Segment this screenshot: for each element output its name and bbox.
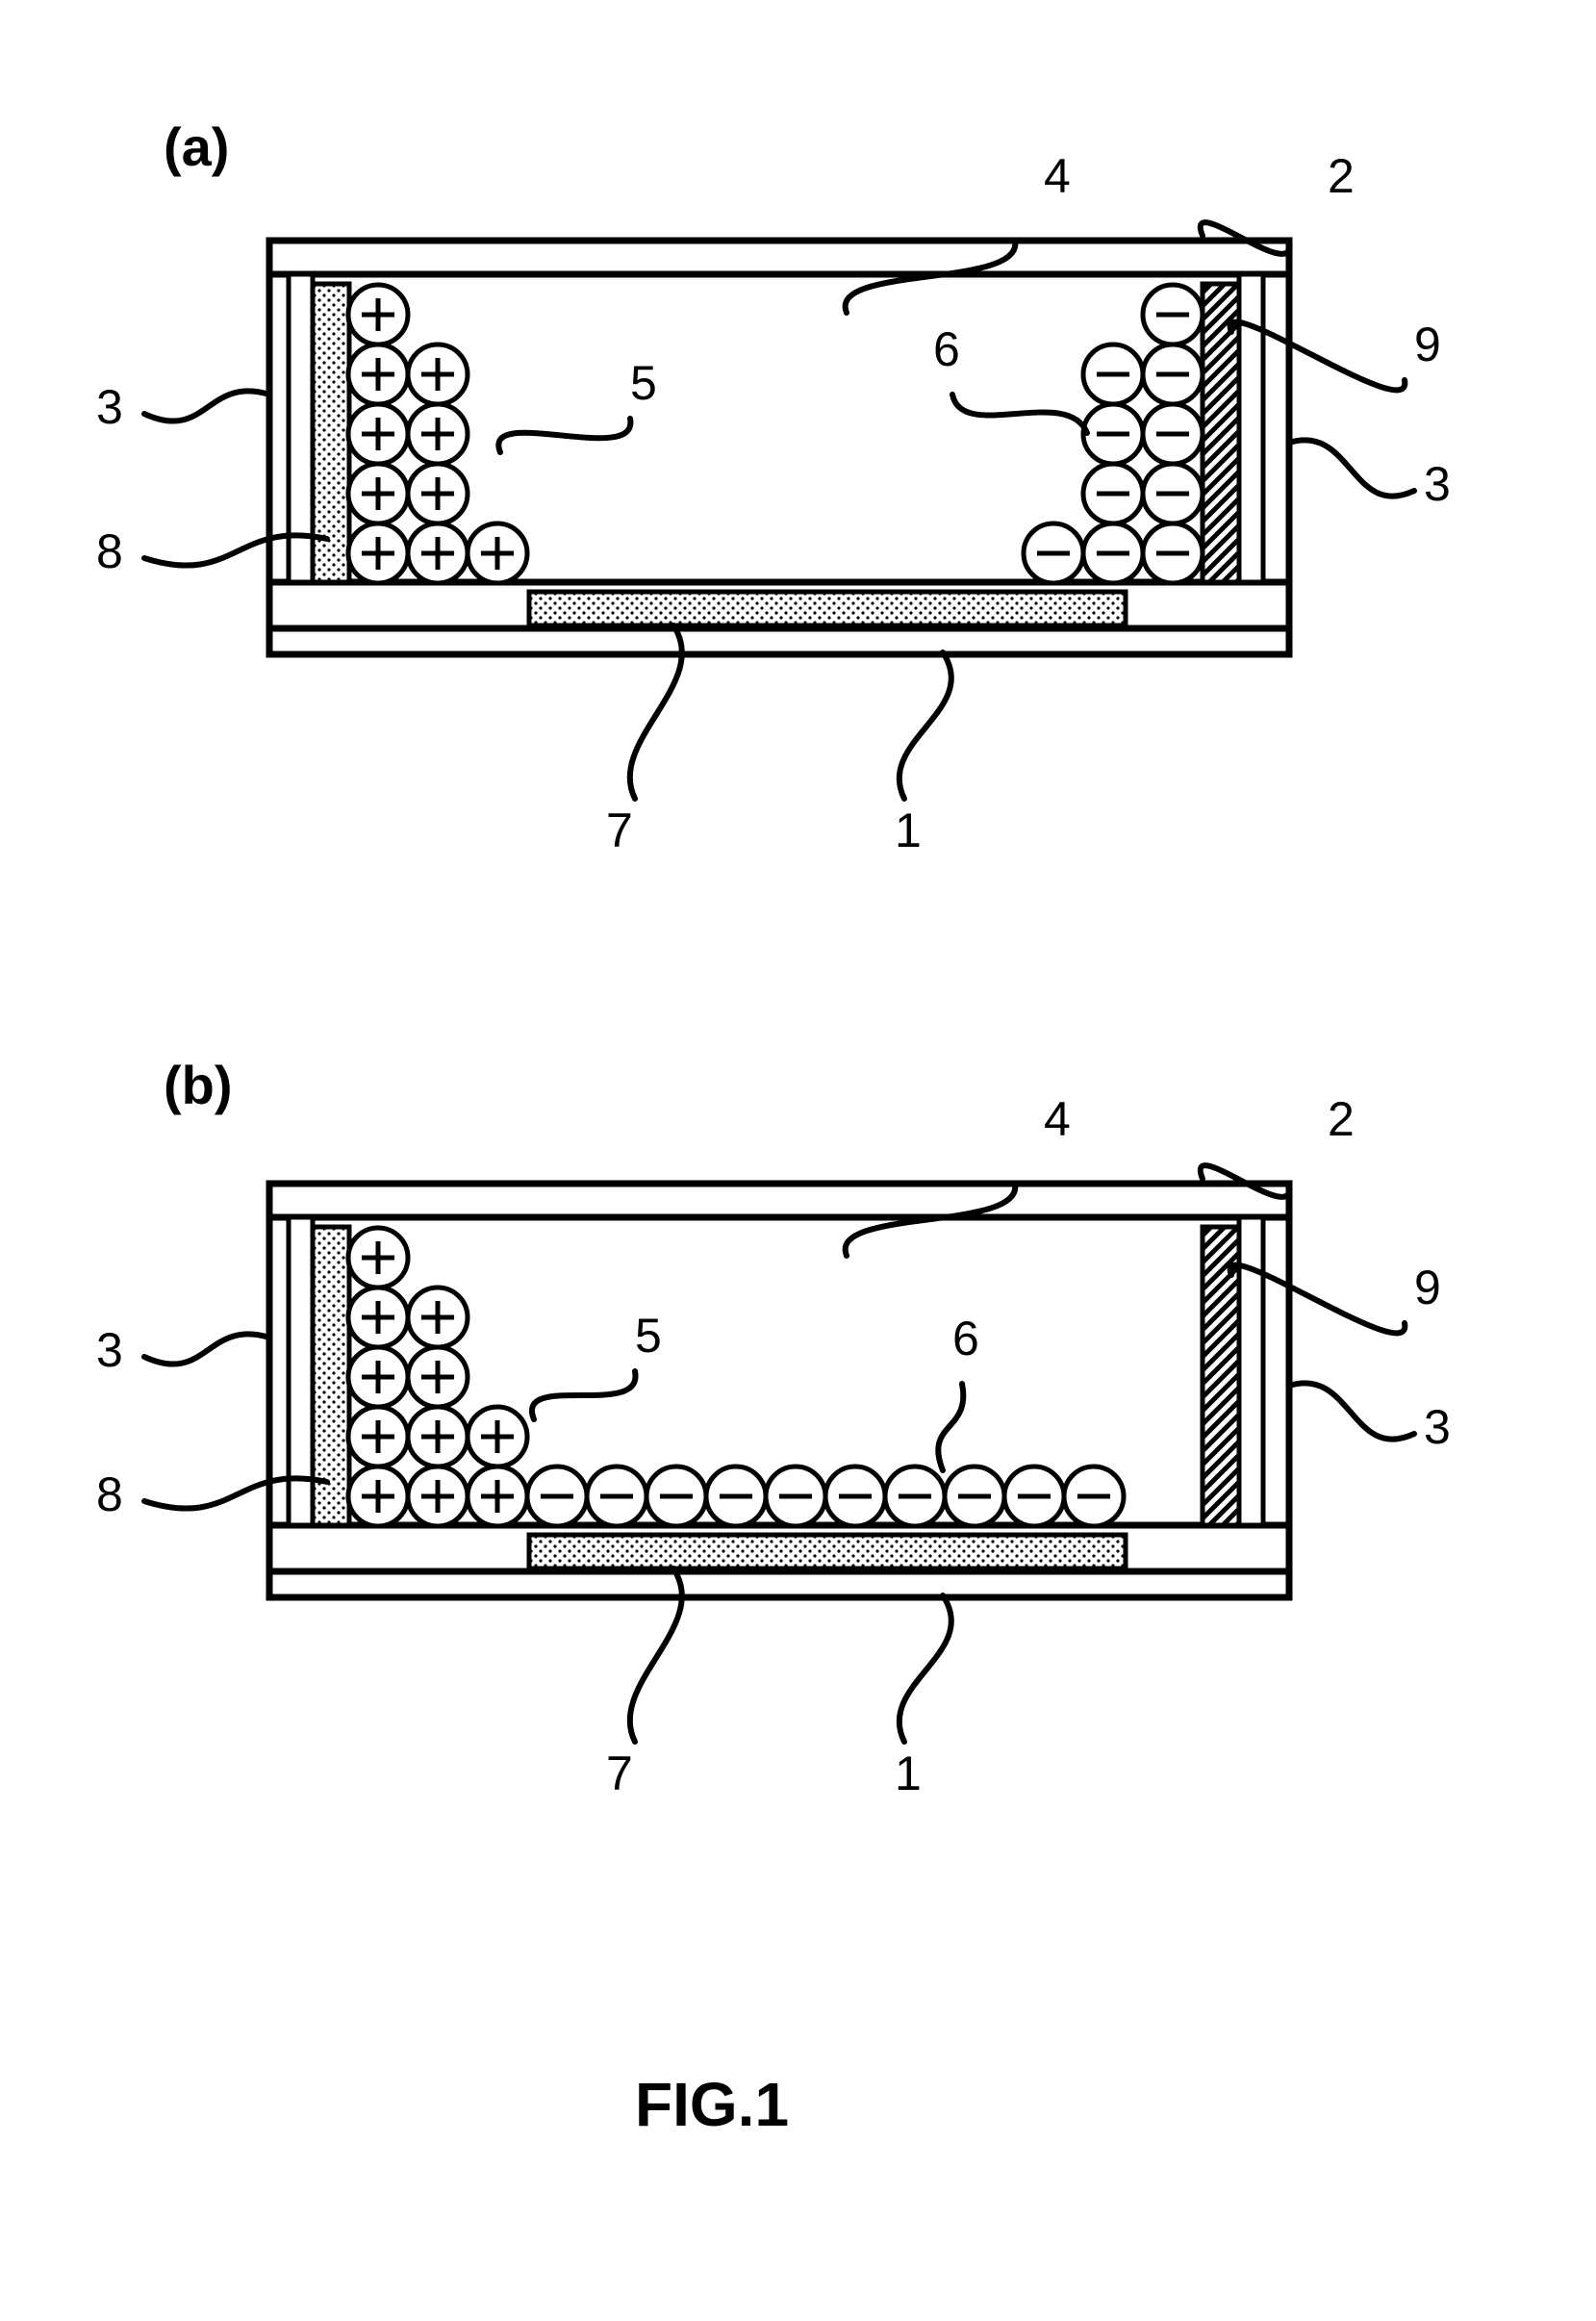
svg-text:9: 9 xyxy=(1414,318,1441,371)
svg-text:6: 6 xyxy=(952,1312,979,1365)
svg-text:4: 4 xyxy=(1044,149,1071,203)
svg-text:7: 7 xyxy=(606,803,633,857)
svg-text:3: 3 xyxy=(1424,1400,1451,1454)
svg-text:3: 3 xyxy=(96,1323,123,1377)
svg-text:8: 8 xyxy=(96,1467,123,1521)
svg-text:9: 9 xyxy=(1414,1261,1441,1314)
svg-text:3: 3 xyxy=(96,380,123,434)
figure-title: FIG.1 xyxy=(635,2069,789,2140)
svg-text:5: 5 xyxy=(635,1309,662,1363)
svg-text:7: 7 xyxy=(606,1747,633,1800)
svg-text:4: 4 xyxy=(1044,1092,1071,1146)
svg-text:2: 2 xyxy=(1328,149,1355,203)
svg-text:6: 6 xyxy=(933,322,960,376)
diagram-panel-a: 2 4 9 3 6 3 5 8 7 1 xyxy=(77,87,1539,905)
svg-text:1: 1 xyxy=(895,803,922,857)
svg-text:8: 8 xyxy=(96,524,123,578)
diagram-panel-b: 2 4 9 3 6 3 5 8 7 1 xyxy=(77,1030,1539,1848)
svg-text:1: 1 xyxy=(895,1747,922,1800)
svg-text:3: 3 xyxy=(1424,457,1451,511)
svg-text:5: 5 xyxy=(630,356,657,410)
svg-text:2: 2 xyxy=(1328,1092,1355,1146)
